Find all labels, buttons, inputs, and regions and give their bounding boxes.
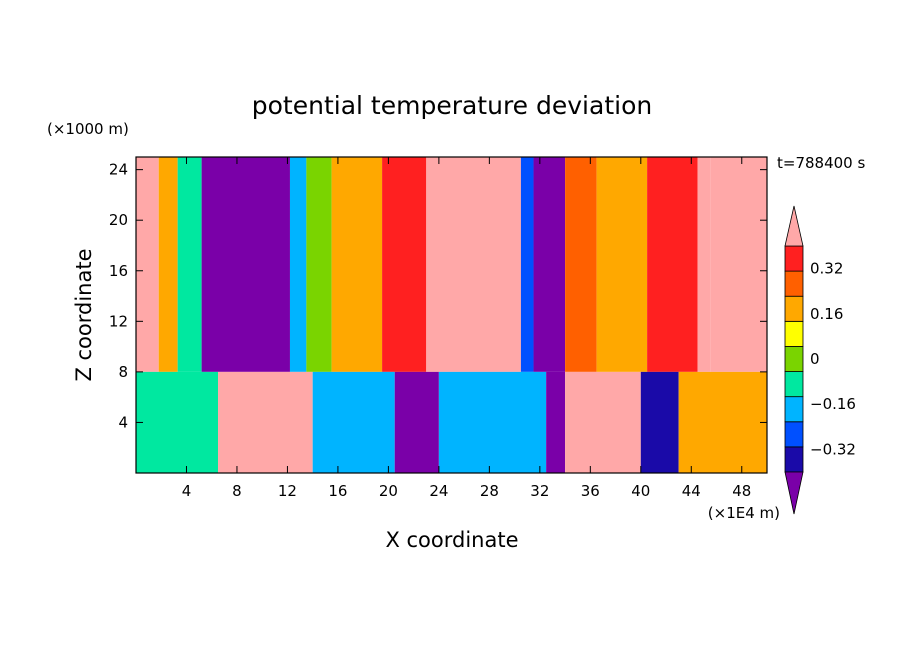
upper-band-5 <box>306 157 332 372</box>
upper-band-13 <box>647 157 698 372</box>
upper-band-15 <box>710 157 767 372</box>
upper-band-3 <box>201 157 290 372</box>
y-axis-label: Z coordinate <box>72 248 96 381</box>
x-tick-label: 36 <box>581 482 600 500</box>
y-tick-label: 12 <box>109 312 128 330</box>
upper-band-10 <box>533 157 566 372</box>
upper-band-1 <box>158 157 178 372</box>
lower-band-7 <box>640 371 679 473</box>
upper-band-7 <box>382 157 427 372</box>
x-tick-label: 44 <box>682 482 701 500</box>
y-axis-ticks: 4 8 12 16 20 24 <box>109 161 767 431</box>
lower-band-8 <box>678 371 767 473</box>
upper-band-12 <box>596 157 648 372</box>
x-tick-label: 40 <box>631 482 650 500</box>
colorbar-segment <box>784 446 804 473</box>
chart-title: potential temperature deviation <box>252 91 652 120</box>
x-tick-label: 8 <box>232 482 242 500</box>
y-tick-label: 20 <box>109 211 128 229</box>
x-tick-label: 28 <box>480 482 499 500</box>
colorbar-label: −0.16 <box>810 395 856 413</box>
upper-band-4 <box>289 157 307 372</box>
y-tick-label: 24 <box>109 161 128 179</box>
time-label: t=788400 s <box>777 154 865 172</box>
x-tick-label: 32 <box>530 482 549 500</box>
colorbar-segment <box>784 295 804 322</box>
upper-band-9 <box>520 157 534 372</box>
upper-band-6 <box>331 157 383 372</box>
x-tick-label: 12 <box>278 482 297 500</box>
colorbar-segment <box>784 371 804 398</box>
colorbar-segment <box>784 346 804 372</box>
lower-band-6 <box>565 371 641 473</box>
upper-band-0 <box>136 157 159 372</box>
upper-band-14 <box>697 157 711 372</box>
x-unit-label: (×1E4 m) <box>708 504 780 522</box>
lower-band-2 <box>312 371 395 473</box>
upper-band-2 <box>177 157 202 372</box>
colorbar-segment <box>784 270 804 297</box>
plot-area <box>136 157 767 473</box>
x-axis-label: X coordinate <box>385 528 518 552</box>
y-unit-label: (×1000 m) <box>47 120 129 138</box>
x-tick-label: 48 <box>732 482 751 500</box>
lower-band-4 <box>438 371 547 473</box>
upper-band-8 <box>426 157 521 372</box>
colorbar-label: 0.16 <box>810 305 843 323</box>
x-tick-label: 16 <box>328 482 347 500</box>
lower-band-1 <box>218 371 313 473</box>
colorbar-segment <box>784 245 804 272</box>
colorbar-segment <box>784 396 804 423</box>
y-tick-label: 16 <box>109 262 128 280</box>
colorbar-label: 0 <box>810 350 820 368</box>
x-axis-ticks: 4 8 12 16 20 24 28 32 36 40 44 48 <box>182 157 751 500</box>
colorbar: 0.32 0.16 0 −0.16 −0.32 <box>784 205 856 515</box>
colorbar-bottom-arrow <box>784 471 804 515</box>
y-tick-label: 8 <box>118 363 128 381</box>
plot-frame <box>135 156 768 474</box>
x-tick-label: 24 <box>429 482 448 500</box>
lower-band-3 <box>394 371 439 473</box>
colorbar-label: −0.32 <box>810 440 856 458</box>
lower-band-0 <box>136 371 219 473</box>
colorbar-segment <box>784 421 804 448</box>
x-tick-label: 20 <box>379 482 398 500</box>
y-tick-label: 4 <box>118 413 128 431</box>
lower-band-5 <box>546 371 566 473</box>
upper-band-11 <box>565 157 597 372</box>
x-tick-label: 4 <box>182 482 192 500</box>
colorbar-label: 0.32 <box>810 260 843 278</box>
colorbar-segment <box>784 320 804 347</box>
colorbar-top-arrow <box>784 205 804 247</box>
